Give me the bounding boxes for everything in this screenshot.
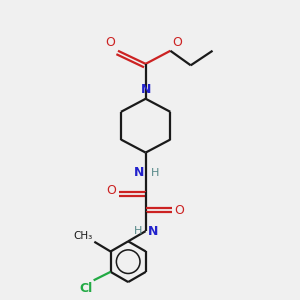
- Text: N: N: [140, 83, 151, 96]
- Text: O: O: [175, 204, 184, 217]
- Text: H: H: [151, 168, 159, 178]
- Text: CH₃: CH₃: [74, 231, 93, 241]
- Text: N: N: [148, 225, 158, 238]
- Text: O: O: [107, 184, 116, 197]
- Text: O: O: [105, 36, 115, 49]
- Text: O: O: [172, 36, 182, 49]
- Text: H: H: [134, 226, 142, 236]
- Text: Cl: Cl: [79, 282, 92, 295]
- Text: N: N: [134, 167, 144, 179]
